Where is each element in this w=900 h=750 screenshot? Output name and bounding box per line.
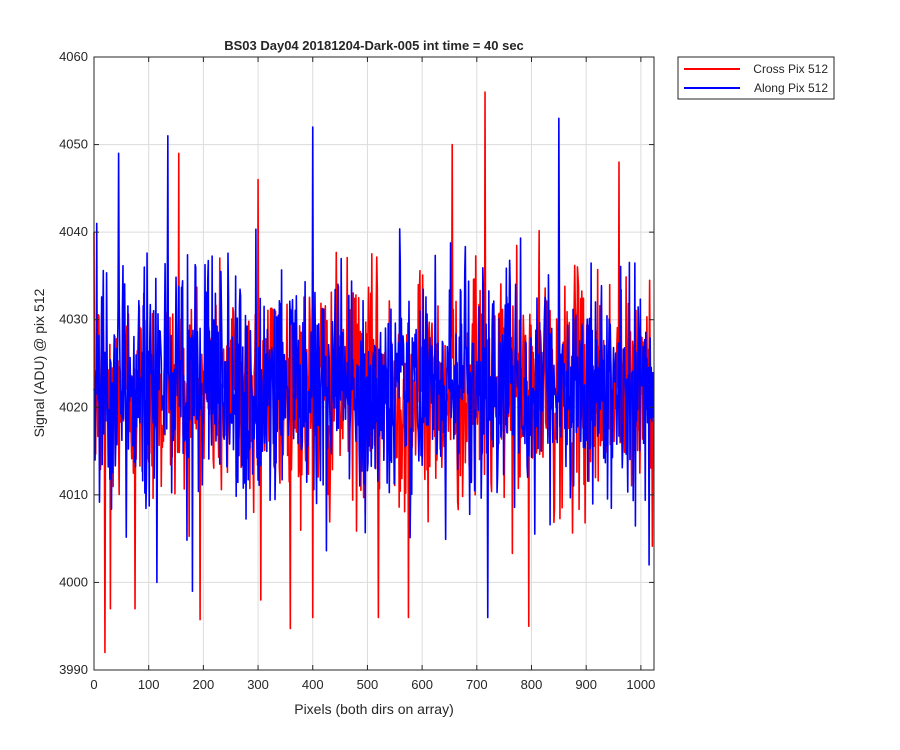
series-layer [93,91,655,654]
axis-ticks: 0 100 200 300 400 500 600 700 800 900 1000 3990 4000… [59,49,655,692]
y-tick-label: 4060 [59,49,88,64]
x-tick-label: 700 [466,677,488,692]
x-tick-label: 900 [575,677,597,692]
legend-label-cross: Cross Pix 512 [753,62,828,76]
y-tick-label: 4000 [59,574,88,589]
y-tick-label: 4030 [59,312,88,327]
x-tick-label: 1000 [626,677,655,692]
x-tick-label: 500 [357,677,379,692]
x-axis-label: Pixels (both dirs on array) [294,701,454,717]
y-tick-label: 4050 [59,137,88,152]
legend-box [677,56,835,100]
x-tick-label: 100 [138,677,160,692]
x-tick-label: 300 [247,677,269,692]
y-tick-label: 4040 [59,224,88,239]
y-axis-label: Signal (ADU) @ pix 512 [31,288,47,437]
x-tick-label: 800 [521,677,543,692]
x-tick-label: 600 [411,677,433,692]
y-tick-label: 4010 [59,487,88,502]
x-tick-label: 400 [302,677,324,692]
legend-label-along: Along Pix 512 [754,81,828,95]
plot-border [93,56,655,671]
x-tick-label: 0 [90,677,97,692]
y-tick-label: 4020 [59,399,88,414]
series-line-along [93,117,655,619]
legend: Cross Pix 512 Along Pix 512 [677,56,835,100]
x-tick-label: 200 [193,677,215,692]
y-tick-label: 3990 [59,662,88,677]
chart-title: BS03 Day04 20181204-Dark-005 int time = … [224,38,524,53]
